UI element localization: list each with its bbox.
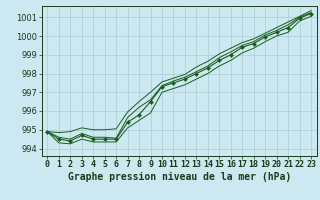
X-axis label: Graphe pression niveau de la mer (hPa): Graphe pression niveau de la mer (hPa) (68, 172, 291, 182)
